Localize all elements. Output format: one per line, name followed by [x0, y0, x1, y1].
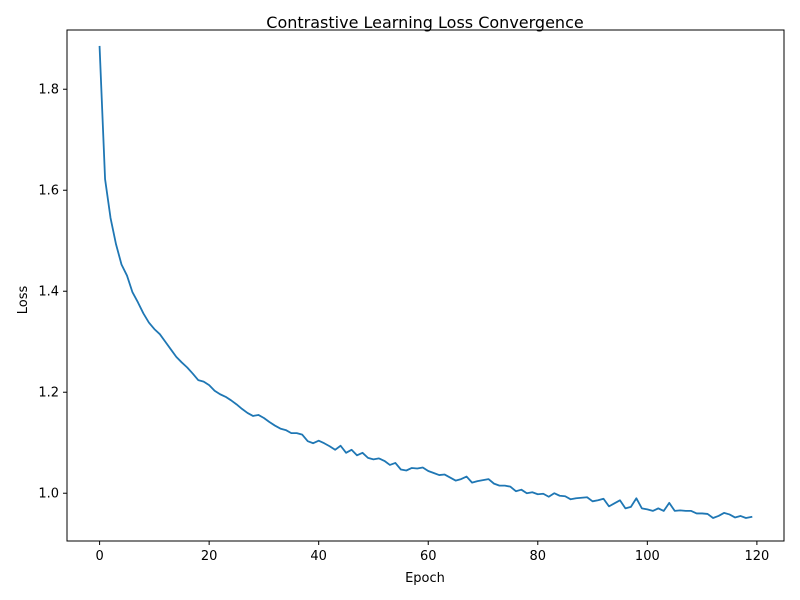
- x-axis-title: Epoch: [405, 571, 445, 586]
- y-tick-label: 1.6: [38, 184, 59, 199]
- y-tick-label: 1.2: [38, 386, 59, 401]
- chart-title: Contrastive Learning Loss Convergence: [266, 13, 583, 32]
- x-tick-label: 80: [530, 549, 547, 564]
- x-tick-label: 20: [201, 549, 218, 564]
- loss-series-line: [98, 45, 753, 519]
- plot-area: [98, 45, 753, 519]
- x-tick-label: 120: [744, 549, 769, 564]
- x-tick-label: 40: [310, 549, 327, 564]
- axes-frame: [66, 29, 785, 542]
- y-tick-label: 1.8: [38, 83, 59, 98]
- y-axis-title: Loss: [16, 286, 31, 315]
- x-axis-ticks: 0 20 40 60 80 100 120: [95, 541, 769, 564]
- x-tick-label: 100: [635, 549, 660, 564]
- y-axis-ticks: 1.0 1.2 1.4 1.6 1.8: [38, 83, 67, 502]
- y-tick-label: 1.4: [38, 285, 59, 300]
- x-tick-label: 60: [420, 549, 437, 564]
- x-tick-label: 0: [95, 549, 103, 564]
- y-tick-label: 1.0: [38, 487, 59, 502]
